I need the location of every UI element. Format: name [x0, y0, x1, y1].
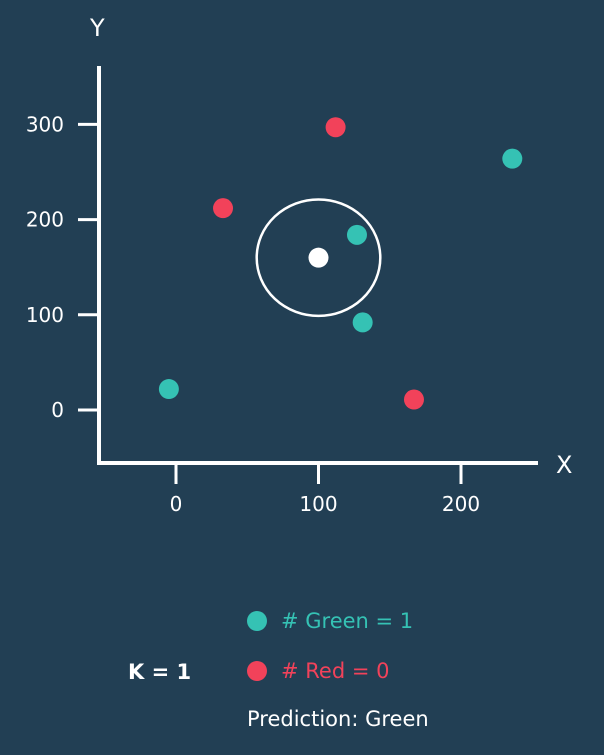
data-point-red — [213, 198, 234, 219]
x-tick-label: 100 — [299, 492, 337, 516]
neighbor-circle-layer — [255, 198, 382, 318]
x-axis-label: X — [556, 451, 572, 479]
neighbor-circle — [255, 198, 382, 318]
y-tick-label: 0 — [51, 398, 64, 422]
data-point-green — [352, 312, 373, 333]
prediction-label: Prediction: Green — [247, 707, 429, 731]
data-point-green — [158, 379, 179, 400]
data-point-green — [346, 224, 367, 245]
y-tick-label: 200 — [26, 208, 64, 232]
query-point — [308, 247, 329, 268]
y-axis-label: Y — [89, 14, 105, 42]
points-layer — [158, 117, 523, 410]
k-value-label: K = 1 — [128, 660, 192, 684]
y-tick-label: 300 — [26, 112, 64, 136]
x-tick-label: 200 — [442, 492, 480, 516]
y-tick-label: 100 — [26, 303, 64, 327]
data-point-green — [502, 148, 523, 169]
x-tick-label: 0 — [170, 492, 183, 516]
data-point-red — [403, 389, 424, 410]
data-point-red — [325, 117, 346, 138]
tick-layer: 0 100 200 300 0 100 200 — [26, 112, 480, 516]
